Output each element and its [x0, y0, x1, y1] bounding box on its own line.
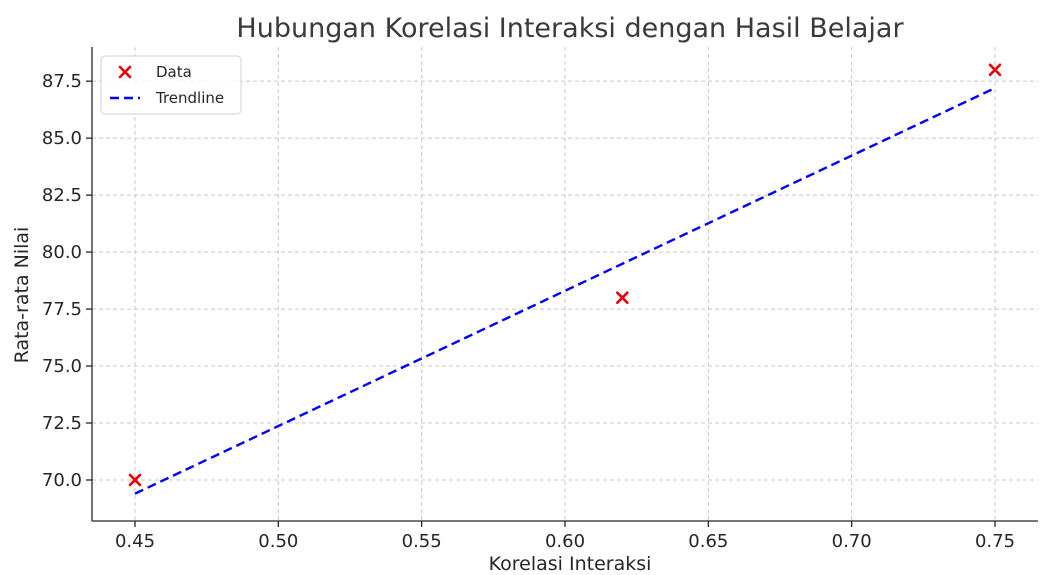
x-axis-label: Korelasi Interaksi	[489, 553, 652, 575]
y-tick-label: 70.0	[42, 470, 82, 491]
legend-label: Data	[156, 63, 192, 81]
x-tick-label: 0.45	[115, 531, 155, 552]
tick-labels: 0.45 0.50 0.55 0.60 0.65 0.70 0.75 70.0 72.5 75.0…	[42, 71, 1015, 552]
data-point-stroke	[616, 291, 629, 304]
trendline	[134, 86, 996, 495]
legend-label: Trendline	[155, 89, 224, 107]
legend-box	[100, 55, 242, 115]
x-tick-label: 0.50	[258, 531, 298, 552]
y-axis-label: Rata-rata Nilai	[11, 227, 33, 364]
y-tick-label: 85.0	[42, 128, 82, 149]
y-tick-label: 82.5	[42, 185, 82, 206]
data-point-stroke	[128, 473, 142, 487]
y-tick-label: 75.0	[42, 356, 82, 377]
legend-marker-data	[118, 65, 132, 79]
x-tick-label: 0.75	[975, 531, 1015, 552]
y-tick-label: 80.0	[42, 242, 82, 263]
x-tick-label: 0.65	[688, 531, 728, 552]
data-point	[128, 473, 142, 487]
grid	[92, 47, 1038, 521]
plot-series	[128, 63, 1002, 495]
y-tick-label: 77.5	[42, 299, 82, 320]
chart-title: Hubungan Korelasi Interaksi dengan Hasil…	[236, 13, 904, 44]
x-tick-label: 0.70	[832, 531, 872, 552]
data-point	[988, 63, 1002, 77]
legend: Data Trendline	[100, 55, 242, 115]
data-point-stroke	[988, 63, 1002, 77]
y-tick-label: 72.5	[42, 413, 82, 434]
axes	[86, 47, 1038, 527]
x-tick-label: 0.60	[545, 531, 585, 552]
y-tick-label: 87.5	[42, 71, 82, 92]
data-point	[616, 291, 629, 304]
x-tick-label: 0.55	[402, 531, 442, 552]
